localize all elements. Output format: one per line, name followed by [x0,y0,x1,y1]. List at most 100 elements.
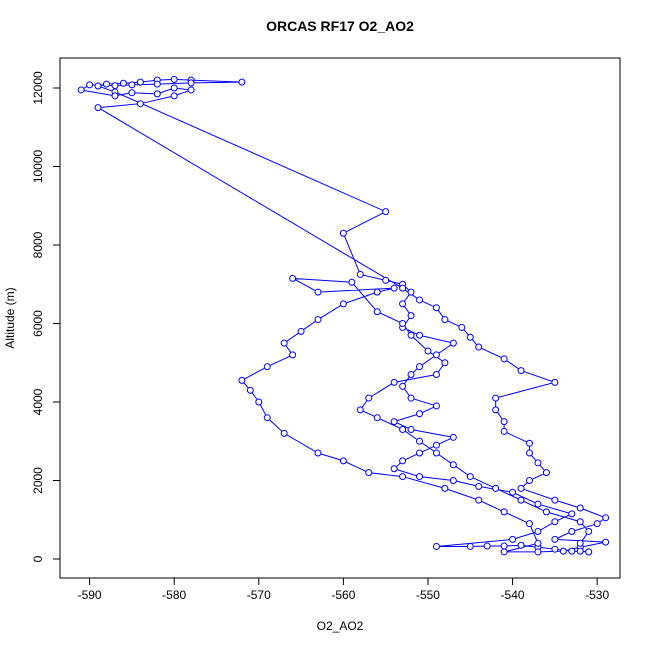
data-point [475,343,483,351]
data-point [390,284,398,292]
data-point [449,339,457,347]
data-point [407,425,415,433]
data-point [348,278,356,286]
data-point [263,414,271,422]
data-point [390,465,398,473]
data-point [86,81,94,89]
data-point [280,429,288,437]
data-point [373,288,381,296]
data-point [77,86,85,94]
data-point [432,402,440,410]
data-point [432,441,440,449]
data-point [339,300,347,308]
x-tick-label: -570 [247,588,271,602]
data-point [576,539,584,547]
data-point [500,355,508,363]
data-point [170,75,178,83]
data-point [263,363,271,371]
data-point [339,457,347,465]
data-point [314,316,322,324]
data-point [500,542,508,550]
data-point [441,359,449,367]
data-point [525,439,533,447]
x-tick-label: -580 [162,588,186,602]
data-point [449,433,457,441]
data-point [416,437,424,445]
data-point [551,378,559,386]
y-tick-label: 4000 [31,388,45,415]
data-point [500,508,508,516]
data-point [525,449,533,457]
data-point [551,496,559,504]
data-point [356,406,364,414]
x-tick-label: -590 [78,588,102,602]
data-point [416,473,424,481]
data-point [542,469,550,477]
data-point [576,518,584,526]
data-point [111,92,119,100]
data-point [483,542,491,550]
data-point [568,510,576,518]
data-point [568,547,576,555]
data-point [509,535,517,543]
data-point [390,378,398,386]
data-point [432,449,440,457]
data-point [449,461,457,469]
data-point [103,80,111,88]
data-point [466,473,474,481]
data-point [314,449,322,457]
data-point [534,459,542,467]
y-tick-label: 0 [31,555,45,562]
data-point [187,86,195,94]
data-point [246,386,254,394]
data-point [390,418,398,426]
data-point [458,323,466,331]
data-point [399,382,407,390]
y-tick-label: 2000 [31,467,45,494]
data-point [432,304,440,312]
y-tick-label: 10000 [31,149,45,183]
data-point [365,394,373,402]
data-point [255,398,263,406]
data-point [280,339,288,347]
data-point [424,347,432,355]
data-point [466,542,474,550]
data-point [441,316,449,324]
data-point [407,312,415,320]
data-point [399,473,407,481]
data-point [314,288,322,296]
data-point [289,274,297,282]
data-point [576,547,584,555]
data-point [585,548,593,556]
y-tick-label: 8000 [31,231,45,258]
data-point [187,79,195,87]
data-point [534,528,542,536]
data-point [94,82,102,90]
x-tick-label: -560 [331,588,355,602]
data-point [525,477,533,484]
data-point [534,539,542,547]
data-point [128,89,136,97]
data-point [407,394,415,402]
data-point [111,82,119,90]
data-point [170,92,178,100]
data-point [289,351,297,359]
data-point [94,104,102,112]
data-point [475,482,483,490]
y-tick-label: 12000 [31,71,45,105]
data-point [170,84,178,92]
data-point [382,276,390,284]
data-point [432,371,440,379]
data-point [568,528,576,536]
data-point [416,296,424,304]
data-point [128,81,136,89]
data-point [509,488,517,496]
data-point [238,376,246,384]
data-point [416,363,424,371]
data-point [449,477,457,484]
data-point [551,535,559,543]
x-axis-label: O2_AO2 [317,619,364,633]
data-point [297,327,305,335]
data-point [525,520,533,528]
data-point [441,484,449,492]
